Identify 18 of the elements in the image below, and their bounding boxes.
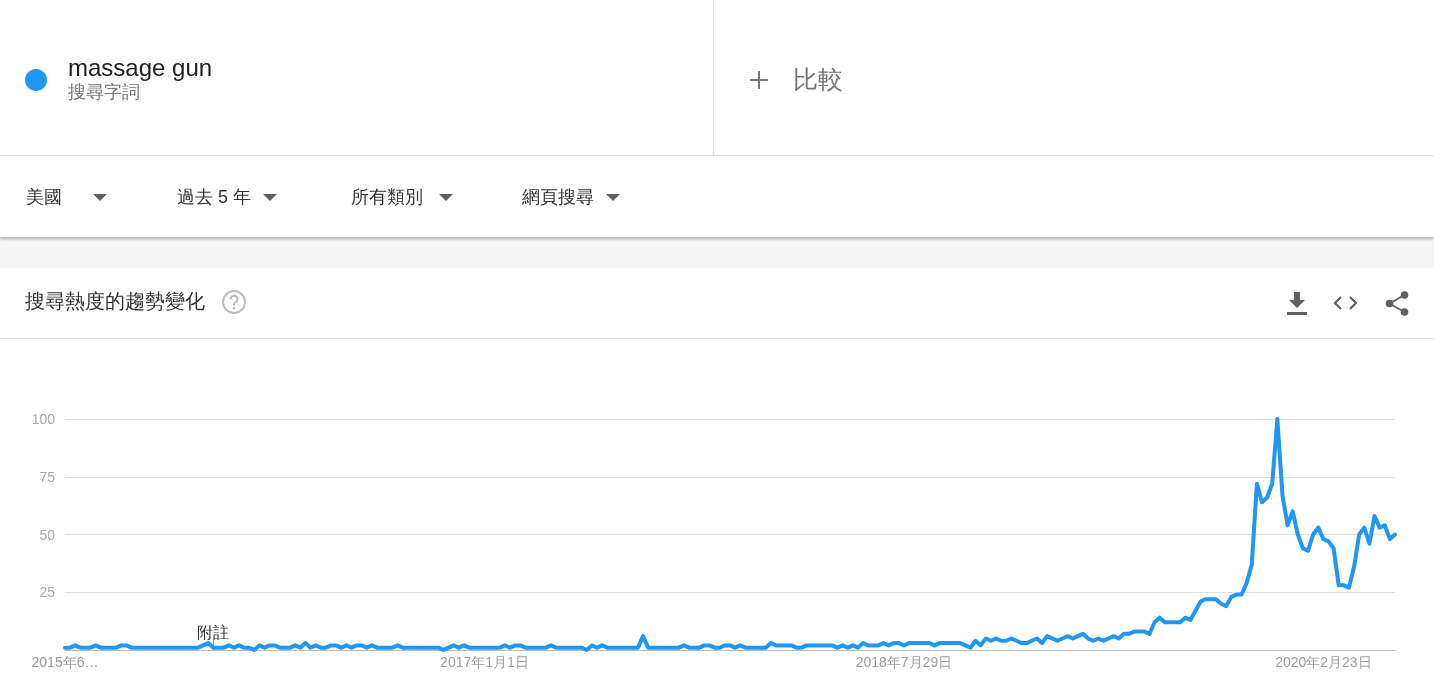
y-tick-label: 75 — [39, 468, 56, 485]
x-tick-label: 2017年1月1日 — [440, 654, 529, 670]
y-tick-label: 25 — [39, 584, 56, 601]
x-tick-label: 2015年6… — [31, 654, 99, 670]
y-tick-label: 50 — [39, 526, 56, 543]
text: 搜尋字詞 — [68, 82, 140, 103]
legend-label: massage gun — [68, 53, 213, 81]
text: 美國 — [26, 187, 62, 208]
text: 比較 — [793, 65, 843, 94]
chart-title: 搜尋熱度的趨勢變化 — [25, 290, 205, 312]
text: 網頁搜尋 — [522, 187, 594, 208]
text: 所有類別 — [351, 187, 423, 208]
line-series — [63, 417, 1397, 652]
text: 過去 5 年 — [177, 187, 252, 208]
y-tick-label: 100 — [31, 411, 56, 427]
x-tick-label: 2020年2月23日 — [1275, 654, 1372, 670]
x-tick-label: 2018年7月29日 — [855, 654, 953, 670]
annotation: 附註 — [197, 624, 229, 643]
